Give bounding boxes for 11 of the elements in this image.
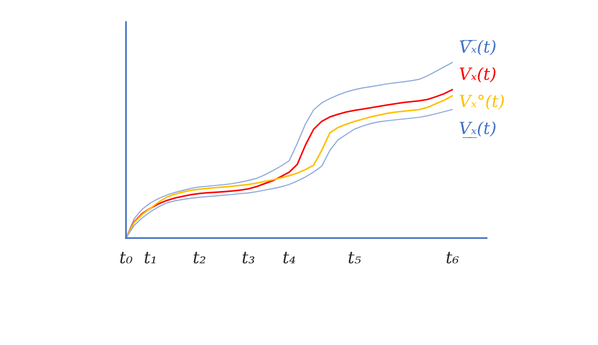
x-tick-label: t₅ [348, 252, 361, 264]
x-tick-label: t₁ [144, 252, 156, 264]
x-tick-label: t₄ [283, 252, 296, 264]
series-label: V̲ₓ̲(t) [460, 121, 496, 138]
x-tick-label: t₀ [120, 252, 132, 264]
x-tick-label: t₂ [194, 252, 206, 264]
x-tick-label: t₆ [446, 252, 459, 264]
x-tick-label: t₃ [242, 252, 254, 264]
series-label: Vₓ(t) [460, 67, 496, 82]
series-label: V̅ₓ̅(t) [460, 40, 496, 56]
series-label: Vₓ°(t) [460, 94, 504, 110]
